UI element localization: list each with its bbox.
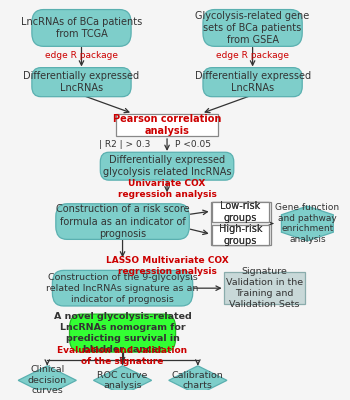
Text: Low-risk
groups: Low-risk groups [220, 201, 261, 223]
Text: Differentially expressed
LncRNAs: Differentially expressed LncRNAs [23, 71, 140, 93]
Text: LASSO Multivariate COX
regression analysis: LASSO Multivariate COX regression analys… [106, 256, 229, 276]
Text: ROC curve
analysis: ROC curve analysis [97, 371, 148, 390]
Text: Clinical
decision
curves: Clinical decision curves [28, 366, 67, 395]
FancyBboxPatch shape [100, 152, 234, 180]
Polygon shape [18, 366, 76, 395]
Polygon shape [93, 366, 152, 395]
Polygon shape [169, 366, 227, 395]
Text: LncRNAs of BCa patients
from TCGA: LncRNAs of BCa patients from TCGA [21, 17, 142, 39]
Text: Evaluation and validation
of the signature: Evaluation and validation of the signatu… [57, 346, 188, 366]
Bar [224, 272, 305, 304]
Text: Pearson correlation
analysis: Pearson correlation analysis [113, 114, 221, 136]
FancyBboxPatch shape [211, 202, 271, 245]
FancyBboxPatch shape [203, 10, 302, 46]
Text: P <0.05: P <0.05 [175, 140, 211, 149]
Text: Gene function
and pathway
enrichment
analysis: Gene function and pathway enrichment ana… [275, 204, 340, 244]
FancyBboxPatch shape [32, 10, 131, 46]
Bar [212, 226, 269, 245]
Text: Calibration
charts: Calibration charts [172, 371, 224, 390]
Text: Glycolysis-related gene
sets of BCa patients
from GSEA: Glycolysis-related gene sets of BCa pati… [195, 10, 310, 45]
FancyBboxPatch shape [32, 68, 131, 97]
Bar [212, 202, 269, 222]
Text: Differentially expressed
glycolysis related lncRNAs: Differentially expressed glycolysis rela… [103, 155, 231, 177]
Bar [116, 114, 218, 136]
Bar [212, 202, 269, 222]
Text: High-risk
groups: High-risk groups [219, 224, 262, 246]
Text: Construction of a risk score
formula as an indicator of
prognosis: Construction of a risk score formula as … [56, 204, 189, 239]
Text: Differentially expressed
LncRNAs: Differentially expressed LncRNAs [195, 71, 311, 93]
FancyBboxPatch shape [203, 68, 302, 97]
FancyBboxPatch shape [52, 270, 193, 306]
FancyBboxPatch shape [56, 204, 189, 239]
Text: edge R package: edge R package [216, 51, 289, 60]
Bar [212, 226, 269, 245]
Text: Signature
Validation in the
Training and
Validation Sets: Signature Validation in the Training and… [226, 267, 303, 309]
Polygon shape [281, 206, 333, 241]
Text: High-risk
groups: High-risk groups [219, 224, 262, 246]
Text: Low-risk
groups: Low-risk groups [220, 201, 261, 223]
Text: Construction of the 9-glycolysis
related lncRNAs signature as an
indicator of pr: Construction of the 9-glycolysis related… [46, 272, 199, 304]
Text: A novel glycolysis-related
LncRNAs nomogram for
predicting survival in
bladder c: A novel glycolysis-related LncRNAs nomog… [54, 312, 191, 354]
FancyBboxPatch shape [70, 314, 176, 352]
Text: edge R package: edge R package [45, 51, 118, 60]
Text: | R2 | > 0.3: | R2 | > 0.3 [99, 140, 150, 149]
Text: Univariate COX
regression analysis: Univariate COX regression analysis [118, 179, 217, 200]
